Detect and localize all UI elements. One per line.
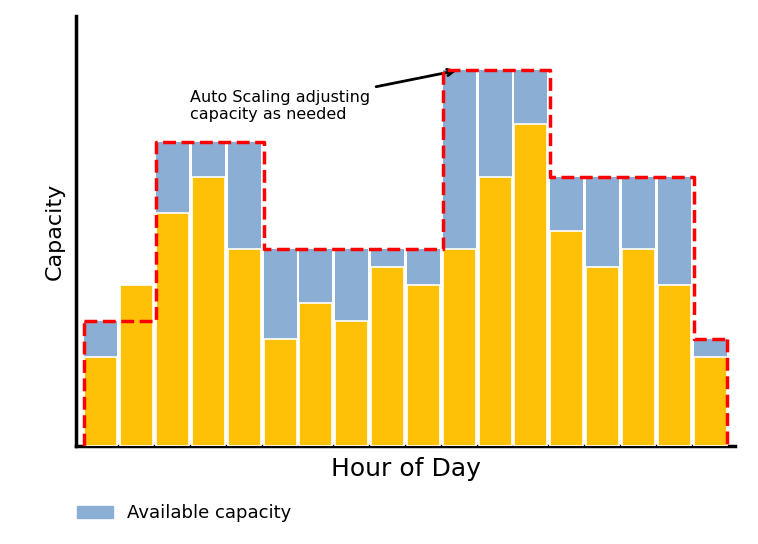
Bar xyxy=(658,285,691,446)
Bar xyxy=(156,141,189,446)
Bar xyxy=(694,356,727,446)
Bar xyxy=(371,267,404,446)
Bar xyxy=(443,70,476,446)
Legend: Available capacity: Available capacity xyxy=(70,497,299,529)
Bar xyxy=(264,249,296,446)
Bar xyxy=(407,249,440,446)
Bar xyxy=(299,249,333,446)
Bar xyxy=(515,124,547,446)
Bar xyxy=(335,249,368,446)
Bar xyxy=(371,249,404,446)
X-axis label: Hour of Day: Hour of Day xyxy=(330,457,481,481)
Bar xyxy=(443,249,476,446)
Bar xyxy=(586,177,619,446)
Bar xyxy=(658,177,691,446)
Bar xyxy=(192,177,225,446)
Text: Auto Scaling adjusting
capacity as needed: Auto Scaling adjusting capacity as neede… xyxy=(190,69,453,122)
Bar xyxy=(299,303,333,446)
Bar xyxy=(156,213,189,446)
Bar xyxy=(478,70,512,446)
Bar xyxy=(586,267,619,446)
Bar xyxy=(84,356,117,446)
Bar xyxy=(335,321,368,446)
Bar xyxy=(84,321,117,446)
Bar xyxy=(192,141,225,446)
Bar xyxy=(121,321,153,446)
Bar xyxy=(264,338,296,446)
Bar xyxy=(407,285,440,446)
Bar xyxy=(622,177,655,446)
Bar xyxy=(550,177,584,446)
Bar xyxy=(227,249,261,446)
Bar xyxy=(478,177,512,446)
Bar xyxy=(550,231,584,446)
Y-axis label: Capacity: Capacity xyxy=(45,183,64,280)
Bar xyxy=(121,285,153,446)
Bar xyxy=(694,338,727,446)
Bar xyxy=(515,70,547,446)
Bar xyxy=(227,141,261,446)
Bar xyxy=(622,249,655,446)
